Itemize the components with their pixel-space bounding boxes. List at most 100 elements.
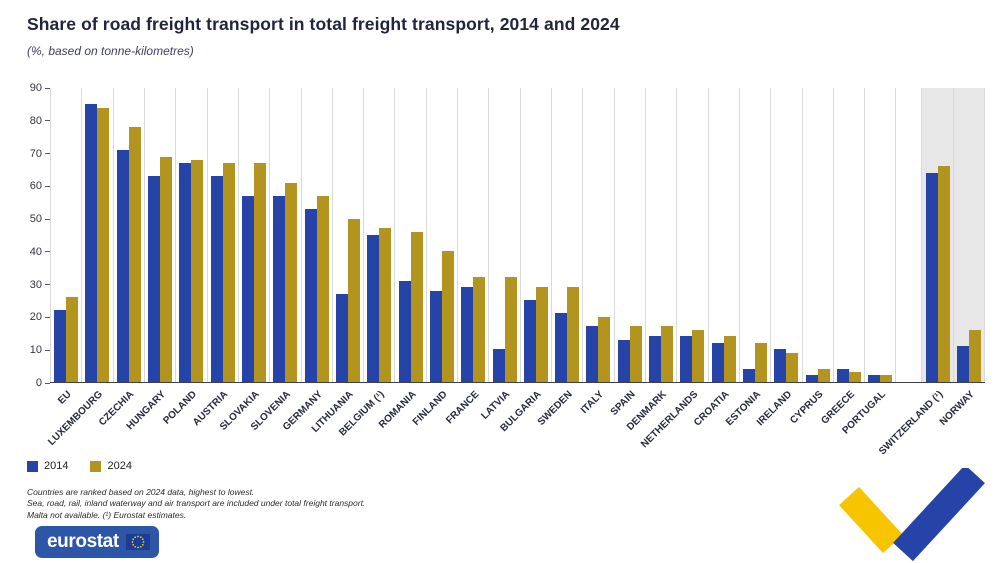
legend-item-2014: 2014 xyxy=(27,460,68,472)
y-axis: 0 10 20 30 40 50 60 70 80 90 xyxy=(0,82,50,389)
y-tick-mark xyxy=(45,349,50,351)
bar-group-belgium: BELGIUM (¹) xyxy=(338,88,396,438)
bar-pair xyxy=(148,88,173,382)
bar-pair xyxy=(273,88,298,382)
legend-label-2014: 2014 xyxy=(44,460,69,472)
bar-2024 xyxy=(567,287,580,382)
bar-pair xyxy=(116,88,141,382)
bar-2014 xyxy=(649,336,662,382)
bar-pair xyxy=(461,88,486,382)
footnotes: Countries are ranked based on 2024 data,… xyxy=(27,487,365,521)
bar-pair xyxy=(649,88,674,382)
ribbon-yellow-arm xyxy=(839,486,903,554)
bar-2024 xyxy=(535,287,548,382)
bar-group-latvia: LATVIA xyxy=(480,88,521,422)
bar-2014 xyxy=(711,342,724,382)
y-tick-0: 0 xyxy=(36,377,50,389)
y-tick-mark xyxy=(45,218,50,220)
bar-2024 xyxy=(66,297,79,382)
bar-group-portugal: PORTUGAL xyxy=(841,88,897,436)
bar-2024 xyxy=(128,127,141,382)
y-tick-10: 10 xyxy=(30,344,50,356)
bar-2024 xyxy=(880,375,893,382)
y-tick-60: 60 xyxy=(30,180,50,192)
bar-group-bulgaria: BULGARIA xyxy=(499,88,552,434)
bar-2024 xyxy=(848,372,861,382)
x-axis-label: ITALY xyxy=(579,389,607,417)
bar-pair xyxy=(743,88,768,382)
bar-2014 xyxy=(398,280,411,382)
bar-pair xyxy=(492,88,517,382)
bar-2024 xyxy=(160,156,173,382)
footnote-ranking: Countries are ranked based on 2024 data,… xyxy=(27,487,255,497)
bar-group-austria: AUSTRIA xyxy=(191,88,239,428)
y-tick-label: 60 xyxy=(29,180,42,193)
bar-group-switzerland: SWITZERLAND (¹) xyxy=(877,88,954,457)
bar-2014 xyxy=(836,368,849,382)
page-title: Share of road freight transport in total… xyxy=(27,14,620,34)
bar-2014 xyxy=(242,195,255,382)
bar-group-germany: GERMANY xyxy=(281,88,333,433)
y-tick-90: 90 xyxy=(30,82,50,94)
bar-pair xyxy=(555,88,580,382)
y-tick-30: 30 xyxy=(30,279,50,291)
y-tick-label: 30 xyxy=(29,278,42,291)
plot-area: EU LUXEMBOURG CZECHIA HUNGARY POLAND AUSTRIA S… xyxy=(46,88,986,457)
bar-group-sweden: SWEDEN xyxy=(536,88,584,428)
bar-group-czechia: CZECHIA xyxy=(97,88,145,428)
eu-noneu-gap xyxy=(896,88,923,382)
bar-pair xyxy=(774,88,799,382)
y-tick-mark xyxy=(45,120,50,122)
bar-2024 xyxy=(755,342,768,382)
bar-2024 xyxy=(473,277,486,382)
x-axis-label: SWITZERLAND (¹) xyxy=(877,389,946,458)
bar-2024 xyxy=(285,182,298,382)
y-tick-label: 70 xyxy=(29,147,42,160)
y-tick-label: 90 xyxy=(29,82,42,94)
bar-pair xyxy=(868,88,893,382)
y-tick-mark xyxy=(45,284,50,286)
bar-2014 xyxy=(461,287,474,382)
bar-2014 xyxy=(617,339,630,382)
bar-2014 xyxy=(179,163,192,382)
bar-group-italy: ITALY xyxy=(579,88,615,416)
y-tick-70: 70 xyxy=(30,148,50,160)
legend-swatch-2024 xyxy=(90,460,102,472)
legend-item-2024: 2024 xyxy=(90,460,132,472)
bar-group-denmark: DENMARK xyxy=(625,88,678,433)
bar-group-poland: POLAND xyxy=(162,88,208,427)
bar-pair xyxy=(429,88,454,382)
bar-2024 xyxy=(97,107,110,382)
legend: 2014 2024 xyxy=(27,460,132,472)
bar-2014 xyxy=(273,195,286,382)
bar-pair xyxy=(367,88,392,382)
y-tick-50: 50 xyxy=(30,213,50,225)
bar-2024 xyxy=(661,326,674,382)
decorative-ribbon xyxy=(839,468,985,562)
bar-group-norway: NORWAY xyxy=(938,88,986,428)
bar-pair xyxy=(179,88,204,382)
bar-2024 xyxy=(692,329,705,382)
bar-2024 xyxy=(786,352,799,382)
bar-2024 xyxy=(629,326,642,382)
bar-group-eu: EU xyxy=(51,88,83,407)
bar-2024 xyxy=(968,329,981,382)
bar-pair xyxy=(956,88,981,382)
bar-2024 xyxy=(410,231,423,382)
footnote-scope: Sea, road, rail, inland waterway and air… xyxy=(27,498,366,509)
bar-2024 xyxy=(598,316,611,382)
y-tick-label: 20 xyxy=(29,311,42,324)
bar-2014 xyxy=(54,310,67,382)
bar-2014 xyxy=(148,176,161,382)
bar-groups: EU LUXEMBOURG CZECHIA HUNGARY POLAND AUSTRIA S… xyxy=(46,88,986,457)
bar-pair xyxy=(304,88,329,382)
bar-2014 xyxy=(956,346,969,382)
y-tick-mark xyxy=(45,87,50,89)
bar-2014 xyxy=(429,290,442,382)
x-axis-label: SPAIN xyxy=(608,389,638,418)
legend-swatch-2014 xyxy=(27,460,38,472)
y-tick-80: 80 xyxy=(30,115,50,127)
bar-pair xyxy=(805,88,830,382)
bar-group-estonia: ESTONIA xyxy=(724,88,772,428)
